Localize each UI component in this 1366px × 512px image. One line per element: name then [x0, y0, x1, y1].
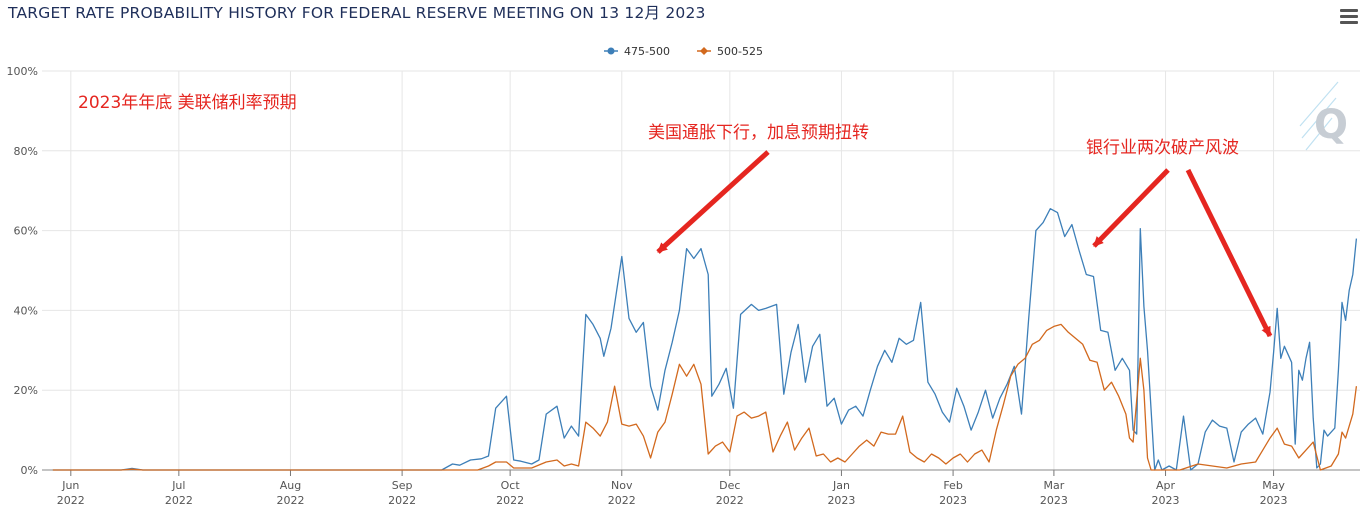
legend-item-500-525[interactable]: 500-525: [697, 45, 763, 58]
chart-title: TARGET RATE PROBABILITY HISTORY FOR FEDE…: [8, 4, 706, 22]
x-tick-label-month: Jul: [171, 479, 185, 492]
x-tick-label-month: Mar: [1044, 479, 1065, 492]
y-tick-label: 80%: [14, 145, 38, 158]
x-tick-label-month: Dec: [719, 479, 740, 492]
arrow-bank-to-may-spike: [1185, 168, 1273, 338]
x-tick-label-year: 2022: [716, 494, 744, 507]
y-tick-label: 60%: [14, 225, 38, 238]
y-tick-label: 0%: [21, 464, 38, 477]
x-tick-label-year: 2023: [1260, 494, 1288, 507]
axes: 0% 20% 40% 60% 80% 100% Jun 2022 Jul 2022 Aug 2022 S…: [7, 65, 1360, 507]
x-tick-label-month: Jun: [61, 479, 79, 492]
hamburger-menu-icon[interactable]: [1340, 9, 1358, 25]
y-tick-label: 20%: [14, 384, 38, 397]
series-line-475-500[interactable]: [52, 208, 1358, 471]
series: [52, 208, 1358, 471]
x-tick-label-year: 2023: [827, 494, 855, 507]
x-tick-label-year: 2022: [57, 494, 85, 507]
x-tick-label-month: Nov: [611, 479, 633, 492]
x-tick-label-year: 2023: [1152, 494, 1180, 507]
annotation-two-bank-failures: 银行业两次破产风波: [1086, 138, 1239, 158]
x-tick-label-month: Apr: [1156, 479, 1176, 492]
annotation-inflation-down-hike-expectation-reversal: 美国通胀下行，加息预期扭转: [648, 123, 869, 143]
legend-label-500-525: 500-525: [717, 45, 763, 58]
x-tick-label-year: 2022: [388, 494, 416, 507]
x-tick-label-month: May: [1262, 479, 1285, 492]
quikstrike-q-logo-icon: Q: [1299, 81, 1348, 151]
x-tick-label-year: 2023: [939, 494, 967, 507]
x-tick-label-month: Sep: [392, 479, 413, 492]
legend-marker-475-500: [607, 47, 615, 55]
x-tick-label-month: Feb: [943, 479, 962, 492]
arrow-bank-to-march-spike: [1092, 168, 1170, 248]
legend: 475-500 500-525: [604, 45, 763, 58]
x-tick-label-year: 2022: [608, 494, 636, 507]
y-tick-label: 100%: [7, 65, 38, 78]
legend-item-475-500[interactable]: 475-500: [604, 45, 670, 58]
legend-marker-500-525: [700, 47, 708, 55]
arrow-inflation-to-nov-peak: [656, 150, 770, 254]
x-tick-label-year: 2023: [1040, 494, 1068, 507]
y-tick-label: 40%: [14, 304, 38, 317]
x-tick-label-month: Jan: [832, 479, 850, 492]
legend-label-475-500: 475-500: [624, 45, 670, 58]
x-tick-label-month: Aug: [280, 479, 301, 492]
x-tick-label-year: 2022: [496, 494, 524, 507]
series-line-500-525[interactable]: [52, 323, 1358, 471]
x-tick-label-year: 2022: [165, 494, 193, 507]
svg-text:Q: Q: [1314, 102, 1348, 148]
x-tick-label-year: 2022: [276, 494, 304, 507]
x-tick-label-month: Oct: [501, 479, 521, 492]
annotation-arrows: [656, 150, 1273, 338]
annotation-2023-year-end-fed-rate-expectation: 2023年年底 美联储利率预期: [78, 93, 297, 113]
